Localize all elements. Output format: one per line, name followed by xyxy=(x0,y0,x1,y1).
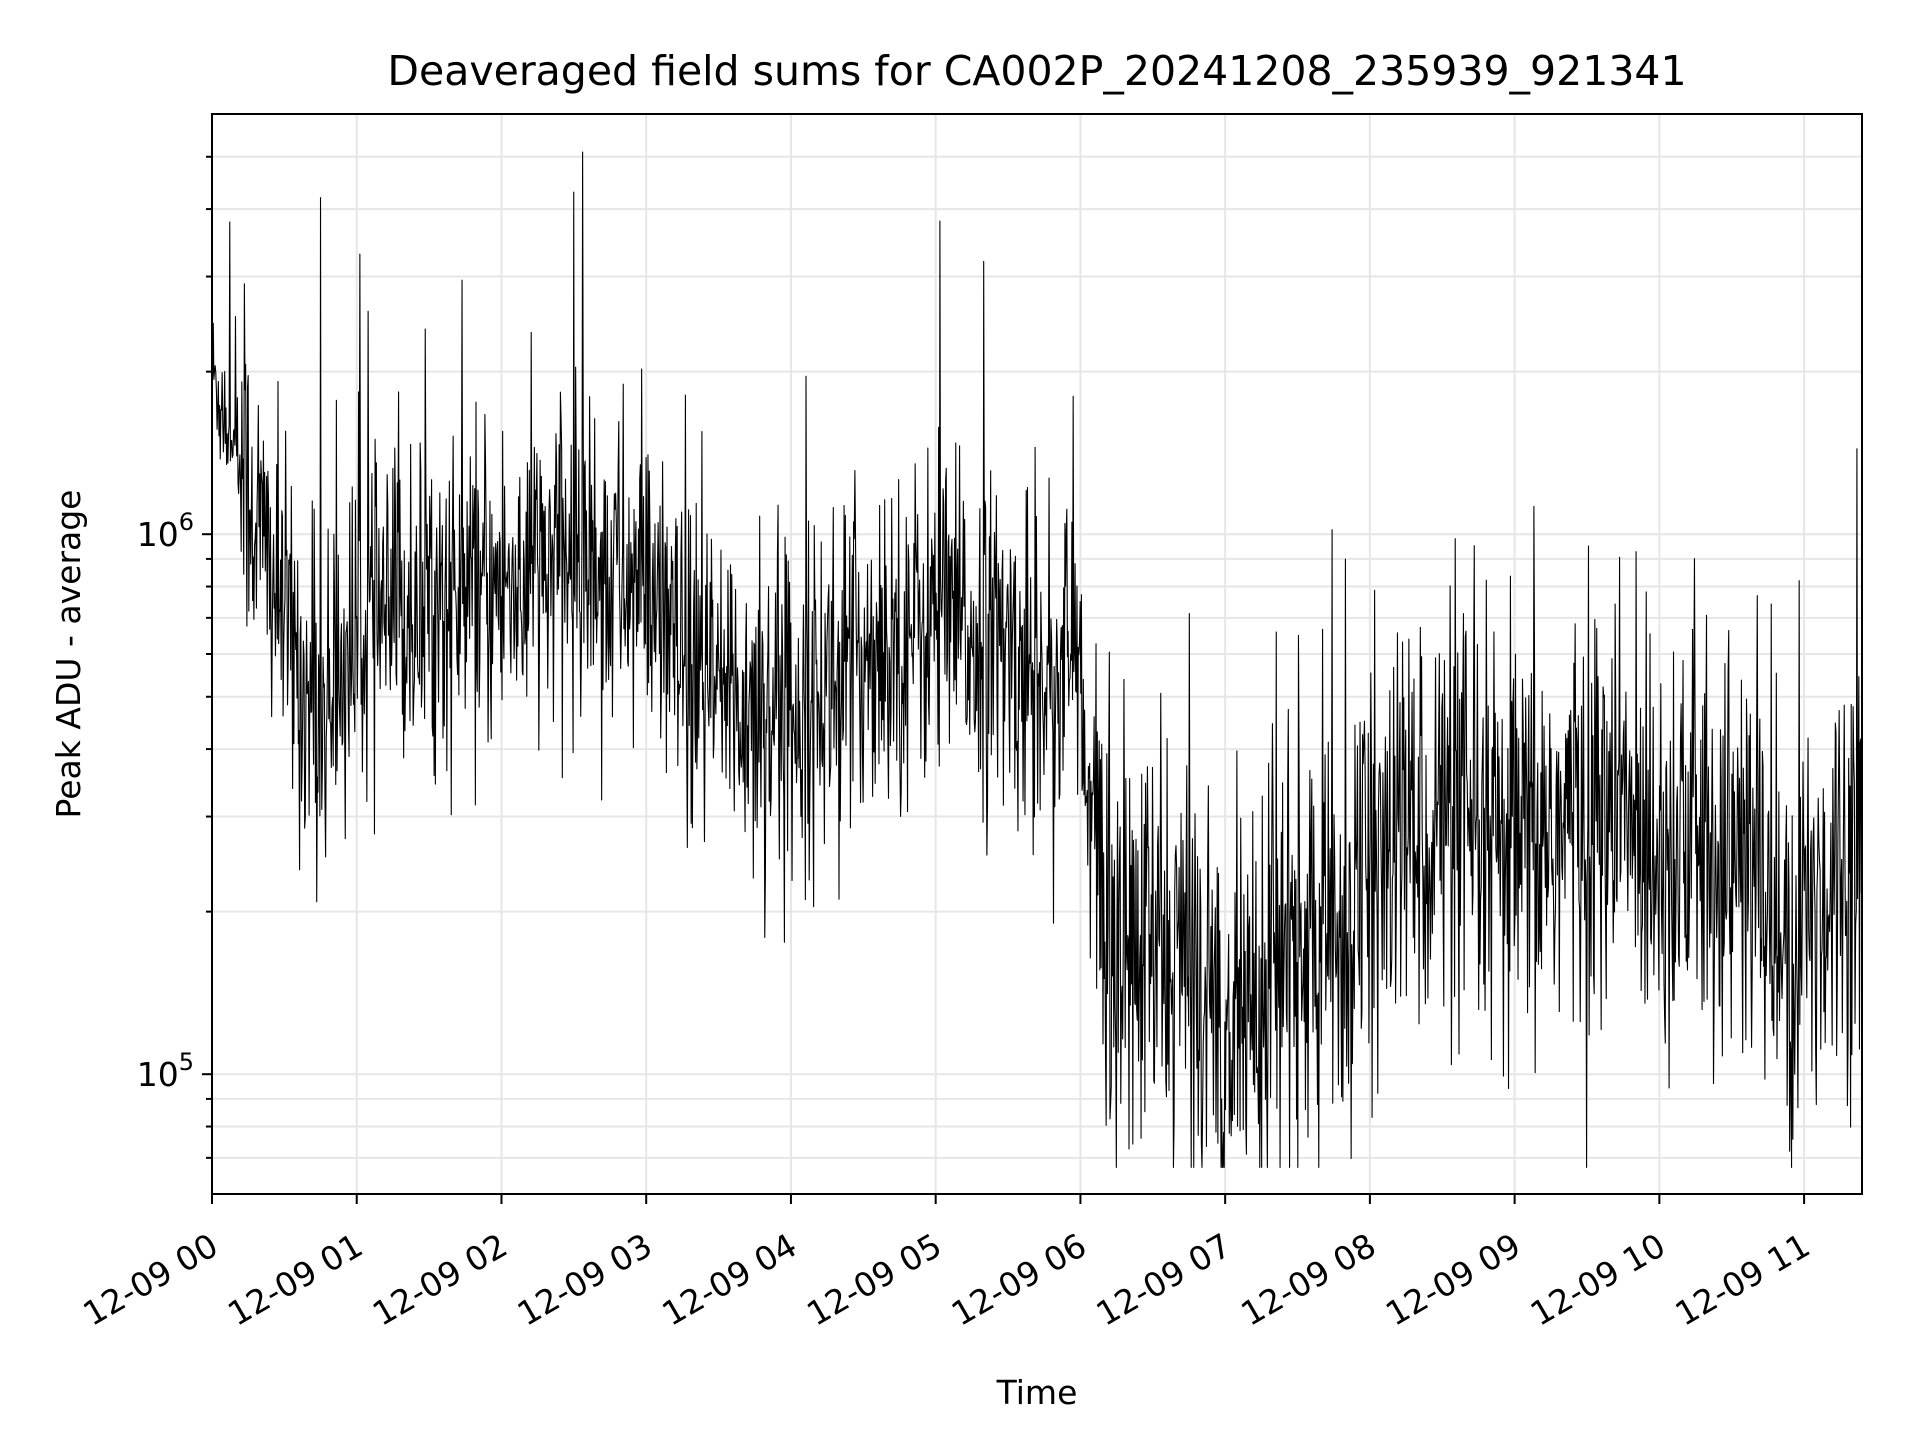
y-axis-title: Peak ADU - average xyxy=(49,490,88,819)
chart-title: Deaveraged field sums for CA002P_2024120… xyxy=(387,47,1686,95)
y-tick-label: 106 xyxy=(137,508,194,554)
line-layer xyxy=(211,151,1863,1168)
y-tick-label: 105 xyxy=(137,1048,194,1094)
y-axis-ticks: 105 106 xyxy=(137,155,212,1159)
series-line xyxy=(211,151,1863,1168)
x-axis-title: Time xyxy=(996,1373,1078,1412)
